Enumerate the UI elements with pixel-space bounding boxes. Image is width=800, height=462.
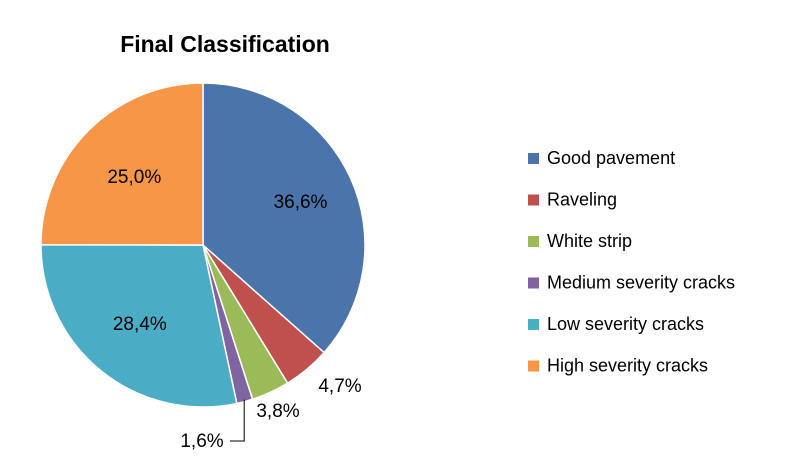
legend-label-white-strip: White strip [547,231,632,251]
pie-slices [40,82,366,408]
legend-label-high-severity-cracks: High severity cracks [547,356,708,376]
slice-label-medium-severity-cracks: 1,6% [180,431,223,452]
chart-title: Final Classification [120,31,330,57]
slice-label-good-pavement: 36,6% [274,192,328,213]
legend-label-low-severity-cracks: Low severity cracks [547,314,704,334]
legend-label-medium-severity-cracks: Medium severity cracks [547,273,735,293]
leader-line-medium-severity-cracks [230,399,245,442]
slice-good-pavement [202,82,366,354]
slice-label-raveling: 4,7% [318,376,361,397]
legend-label-good-pavement: Good pavement [547,148,675,168]
legend-swatch-good-pavement [528,153,539,164]
legend-swatch-raveling [528,194,539,206]
slice-label-white-strip: 3,8% [256,401,299,422]
legend-swatch-high-severity-cracks [528,360,539,372]
slice-label-low-severity-cracks: 28,4% [113,314,167,335]
legend-label-raveling: Raveling [547,190,617,210]
legend-swatch-low-severity-cracks [528,319,539,330]
legend-swatch-medium-severity-cracks [528,277,539,289]
slice-low-severity-cracks [40,243,238,408]
slice-high-severity-cracks [40,82,204,246]
legend: Good pavement Raveling White strip Medium s… [528,148,735,376]
slice-label-high-severity-cracks: 25,0% [107,167,161,188]
leader-lines [230,399,245,442]
legend-swatch-white-strip [528,236,539,247]
slice-labels: 36,6% 4,7% 3,8% 1,6% 28,4% 25,0% [107,167,361,452]
